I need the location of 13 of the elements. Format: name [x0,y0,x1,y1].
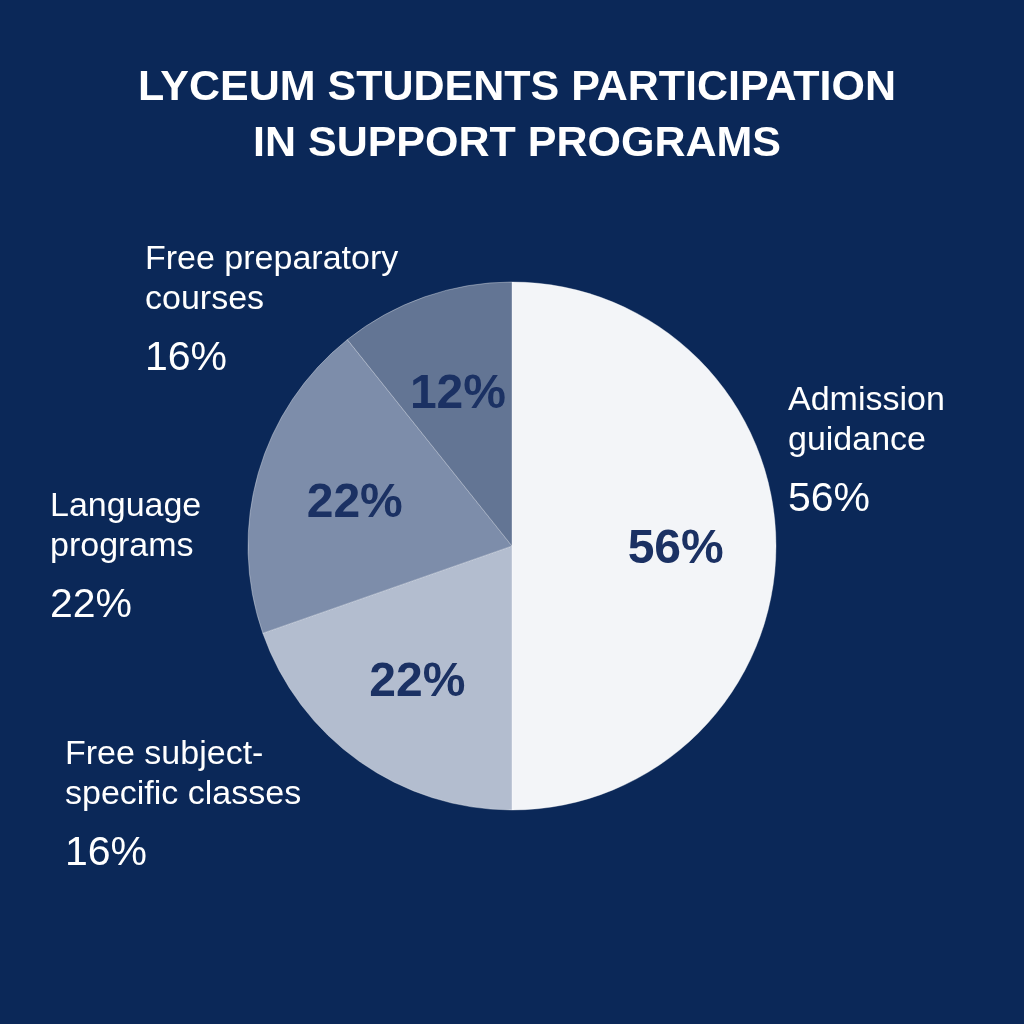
data-label: 56% [627,519,724,573]
slice-label: Free subject-specific classes [65,733,302,811]
text: 16% [65,827,148,874]
chart-title: LYCEUM STUDENTS PARTICIPATION IN SUPPORT PROGRAMS [137,61,897,165]
text: 56% [788,473,871,520]
data-label: 12% [409,365,506,419]
slice-label: Admission guidance [788,379,945,457]
text: 22% [50,579,133,626]
slice-label: Language programs [50,485,202,563]
data-label: 22% [369,652,466,706]
text: 16% [145,332,228,379]
data-label: 22% [306,474,403,528]
slice-label: Free preparatory courses [145,238,399,316]
